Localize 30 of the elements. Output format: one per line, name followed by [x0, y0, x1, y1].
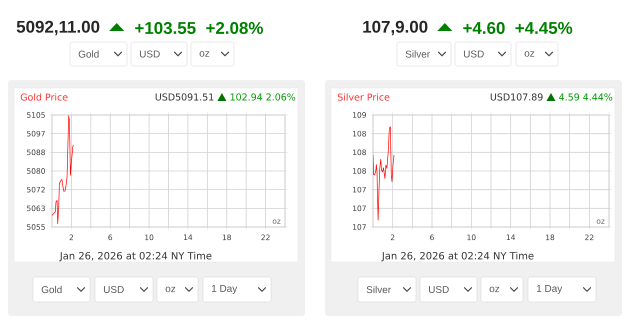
text: USD107.89 — [490, 93, 543, 101]
text: 5092,11.00 — [16, 20, 100, 36]
text: +4.45% — [516, 22, 572, 34]
text: Gold — [42, 286, 62, 294]
text: +103.55 — [135, 22, 196, 34]
x-axis-title: Jan 26, 2026 at 02:24 NY Time — [381, 252, 534, 262]
text: USD — [464, 50, 484, 58]
text: oz — [524, 51, 534, 57]
text: oz — [200, 51, 210, 57]
text: Silver — [406, 50, 430, 58]
text: oz — [166, 286, 176, 292]
text: 4.59 4.44% — [559, 93, 612, 101]
text: 1 Day — [536, 285, 562, 294]
text: 102.94 2.06% — [230, 93, 296, 101]
text: USD5091.51 — [156, 93, 214, 101]
text: +4.60 — [463, 22, 505, 34]
chart-title: Gold Price — [20, 93, 68, 101]
text: Silver — [366, 286, 391, 294]
text: USD — [140, 50, 160, 58]
text: USD — [428, 286, 449, 294]
x-axis-title: Jan 26, 2026 at 02:24 NY Time — [59, 252, 212, 262]
text: +2.08% — [206, 22, 263, 34]
text: USD — [104, 286, 124, 294]
text: 107,9.00 — [363, 20, 428, 36]
text: oz — [490, 286, 500, 292]
line-series — [373, 126, 394, 220]
text: 1 Day — [212, 285, 238, 294]
text: Gold — [78, 50, 99, 58]
chart-title: Silver Price — [338, 93, 390, 101]
line-series — [52, 115, 74, 224]
